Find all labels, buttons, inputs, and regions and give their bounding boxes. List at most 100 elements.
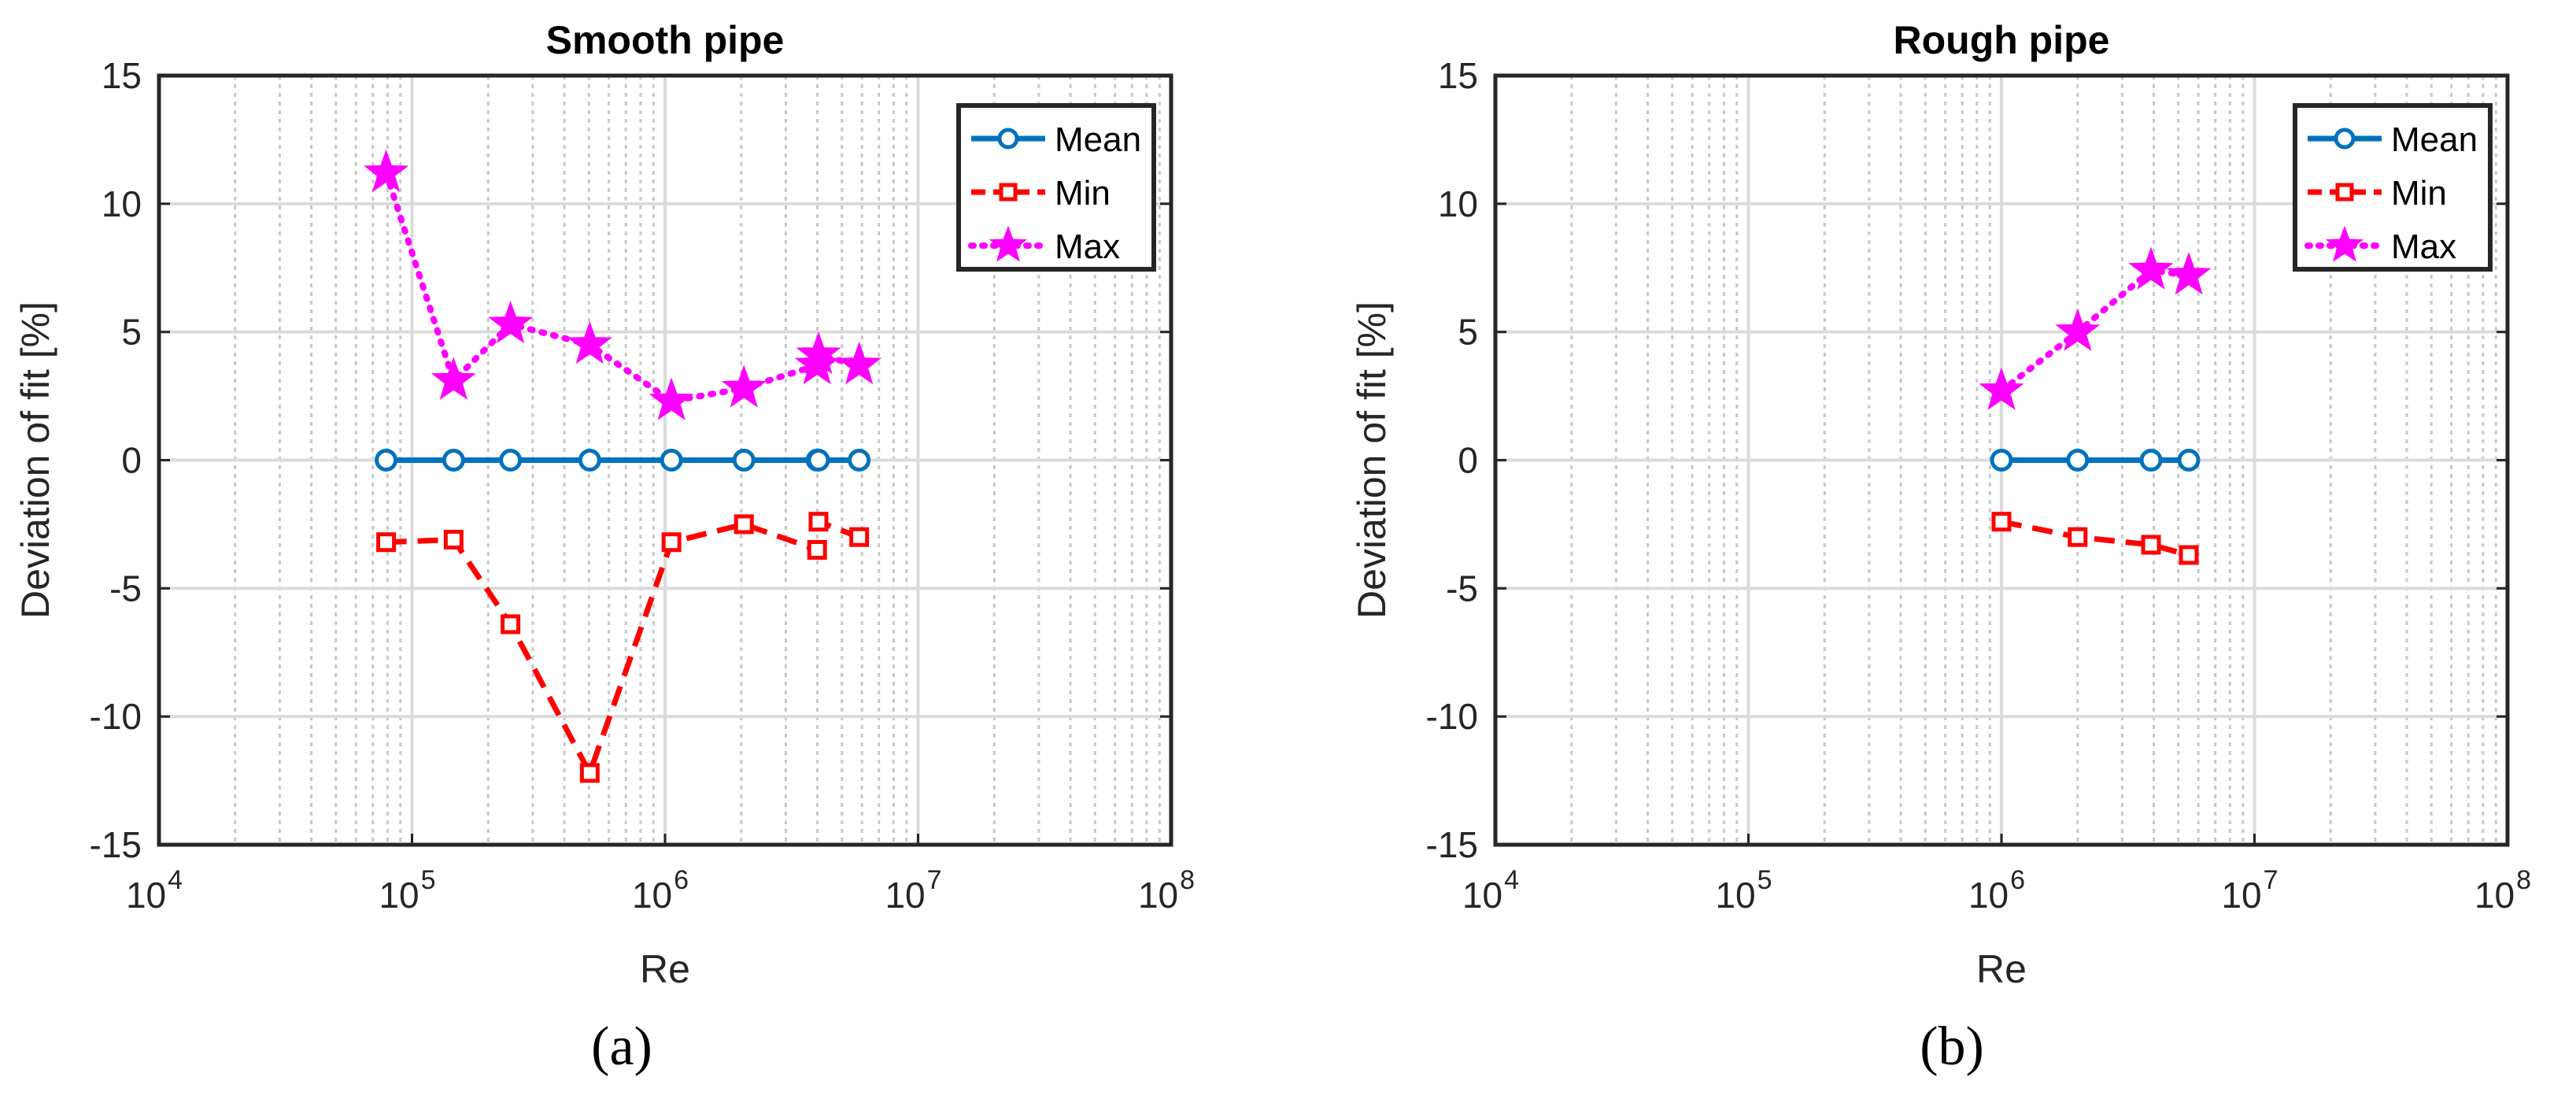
x-tick-label: 107 [2221,865,2278,916]
data-point-max [488,300,534,344]
data-point-min [849,527,870,547]
y-tick-label: 0 [1458,440,1478,481]
panel-label: (b) [1920,1016,1984,1077]
x-axis-label: Re [640,947,690,991]
series-line-max [1998,267,2192,394]
data-point-max [649,377,694,420]
series-min [1991,512,2199,565]
data-point-min [376,532,397,553]
x-tick-exponent: 6 [2010,865,2025,895]
chart-title: Smooth pipe [546,18,785,62]
data-point-max [431,357,476,400]
data-point-max [567,320,612,364]
x-tick-exponent: 5 [1757,865,1772,895]
x-tick-label: 107 [885,865,941,916]
data-point-mean [2066,449,2090,472]
data-point-max [837,342,882,385]
y-tick-label: 10 [1438,183,1478,224]
legend-marker-min [999,183,1018,202]
y-tick-label: -15 [1426,824,1478,865]
x-tick-exponent: 4 [168,865,183,895]
x-tick-exponent: 5 [421,865,436,895]
y-tick-label: -5 [1446,568,1478,609]
x-tick-label: 108 [2474,865,2531,916]
panel-label: (a) [591,1016,652,1077]
data-point-max [2055,308,2101,351]
x-tick-label: 105 [379,865,435,916]
legend-label-mean: Mean [2391,120,2478,159]
legend: Mean Min Max [956,103,1156,272]
y-tick-label: -10 [90,696,142,737]
x-tick-label: 104 [126,865,183,916]
y-tick-label: -5 [109,568,142,609]
x-tick-label: 106 [1968,865,2025,916]
legend-label-max: Max [1055,228,1120,266]
series-mean [1990,449,2201,472]
data-point-mean [1990,449,2013,472]
y-tick-label: 5 [1458,312,1478,353]
legend-label-max: Max [2391,228,2456,266]
data-point-mean [499,449,523,472]
chart-title: Rough pipe [1894,18,2110,62]
data-point-min [579,763,600,783]
data-point-min [661,532,682,553]
legend-marker-max [2325,225,2364,262]
y-tick-label: -10 [1426,696,1478,737]
x-tick-label: 108 [1138,865,1195,916]
data-point-min [807,539,827,560]
legend-box [2293,103,2493,272]
data-point-min [1991,512,2012,532]
x-tick-exponent: 6 [674,865,689,895]
y-axis-label: Deviation of fit [%] [13,302,57,619]
y-tick-label: 0 [121,440,142,481]
data-point-mean [732,449,756,472]
data-point-max [796,331,841,375]
data-point-mean [578,449,601,472]
x-tick-exponent: 4 [1504,865,1519,895]
legend-marker-max [989,225,1028,262]
legend-label-min: Min [2391,174,2447,213]
legend-label-mean: Mean [1055,120,1141,159]
data-point-min [734,514,754,535]
data-point-mean [807,449,830,472]
x-tick-exponent: 8 [1180,865,1195,895]
x-tick-label: 104 [1462,865,1519,916]
data-point-min [2141,535,2161,555]
x-axis-label: Re [1976,947,2027,991]
data-point-min [808,512,829,532]
y-tick-label: 15 [102,55,142,96]
x-tick-label: 105 [1715,865,1772,916]
y-tick-label: 10 [102,183,142,224]
data-point-max [2128,246,2174,290]
y-tick-label: 5 [121,312,142,353]
data-point-max [721,364,767,408]
data-point-min [2068,527,2088,547]
data-point-mean [375,449,398,472]
y-axis-label: Deviation of fit [%] [1350,302,1394,619]
data-point-mean [660,449,683,472]
x-tick-exponent: 7 [2264,865,2278,895]
data-point-max [1979,367,2024,410]
legend-box [956,103,1156,272]
legend-marker-min [2335,183,2354,202]
y-tick-label: -15 [90,824,142,865]
data-point-min [2179,545,2199,565]
x-tick-label: 106 [632,865,689,916]
data-point-min [501,614,521,635]
series-min [376,512,870,783]
series-max [1979,246,2212,410]
series-line-min [2001,519,2190,558]
data-point-mean [2139,449,2163,472]
legend: Mean Min Max [2293,103,2493,272]
legend-marker-mean [2334,128,2356,150]
y-tick-label: 15 [1438,55,1478,96]
series-max [364,149,882,420]
x-tick-exponent: 8 [2516,865,2531,895]
data-point-max [364,149,409,193]
legend-marker-mean [997,128,1019,150]
data-point-mean [848,449,871,472]
